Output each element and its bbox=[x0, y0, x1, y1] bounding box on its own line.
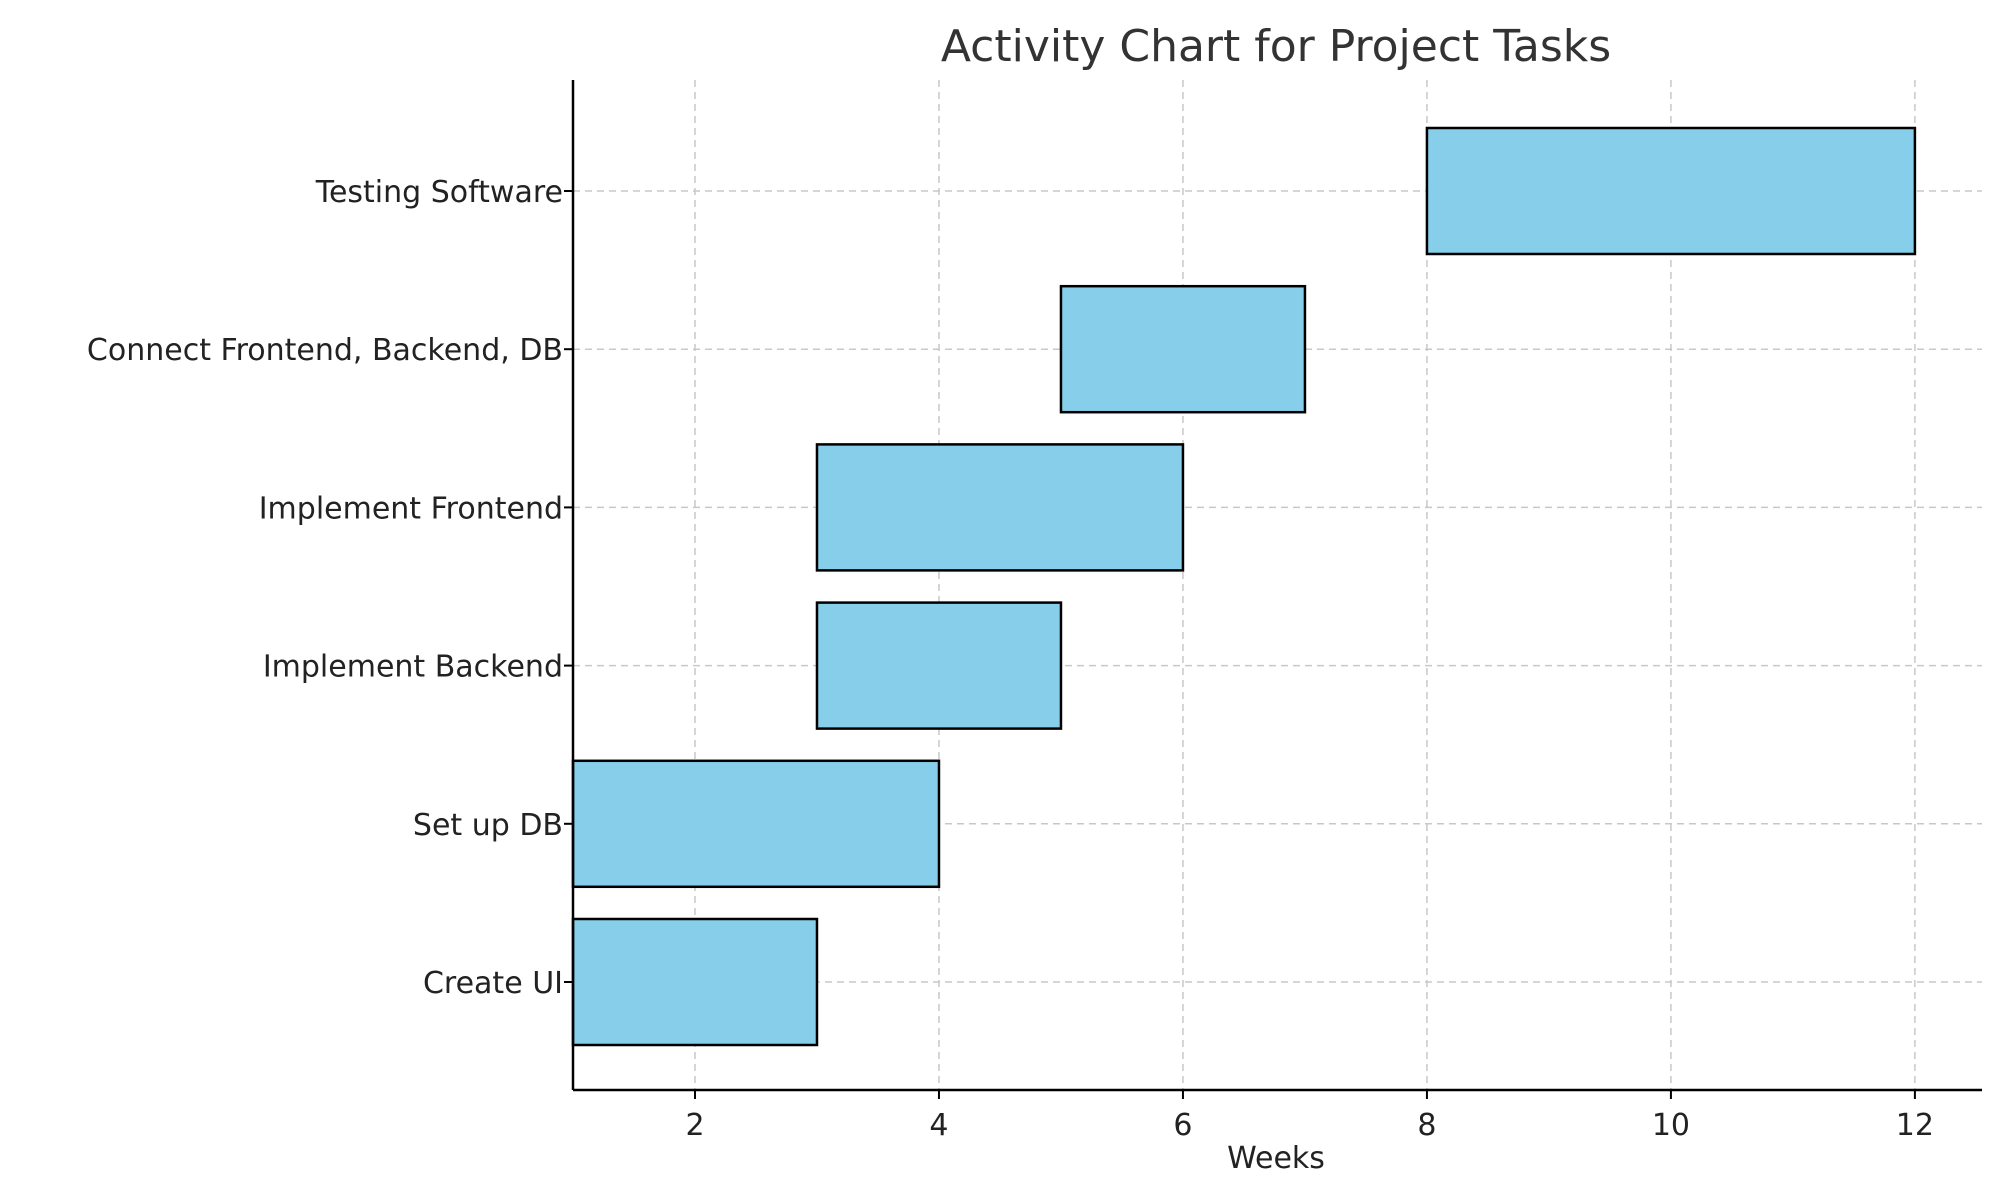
x-tick-label: 4 bbox=[929, 1108, 948, 1143]
chart-title: Activity Chart for Project Tasks bbox=[941, 21, 1611, 72]
task-bar bbox=[1059, 284, 1307, 414]
x-axis-label: Weeks bbox=[1227, 1141, 1325, 1176]
y-tick-label: Implement Backend bbox=[263, 650, 563, 685]
x-tick-label: 2 bbox=[685, 1108, 704, 1143]
task-bar bbox=[815, 601, 1063, 730]
y-tick-label: Connect Frontend, Backend, DB bbox=[87, 333, 563, 368]
y-tick-label: Set up DB bbox=[413, 808, 563, 843]
y-tick-label: Implement Frontend bbox=[259, 491, 563, 526]
task-bar bbox=[571, 759, 941, 889]
x-tick-label: 12 bbox=[1896, 1108, 1934, 1143]
x-tick-label: 10 bbox=[1652, 1108, 1690, 1143]
axis-layer: 2 4 6 8 10 12 Create UI Set up DB Implement Back… bbox=[87, 80, 1982, 1143]
task-bar bbox=[1425, 126, 1917, 256]
x-tick-label: 6 bbox=[1173, 1108, 1192, 1143]
task-bar bbox=[571, 917, 819, 1047]
y-tick-label: Testing Software bbox=[315, 175, 563, 210]
bar-layer bbox=[571, 126, 1917, 1047]
x-tick-label: 8 bbox=[1417, 1108, 1436, 1143]
task-bar bbox=[815, 443, 1185, 572]
y-tick-label: Create UI bbox=[423, 966, 563, 1001]
